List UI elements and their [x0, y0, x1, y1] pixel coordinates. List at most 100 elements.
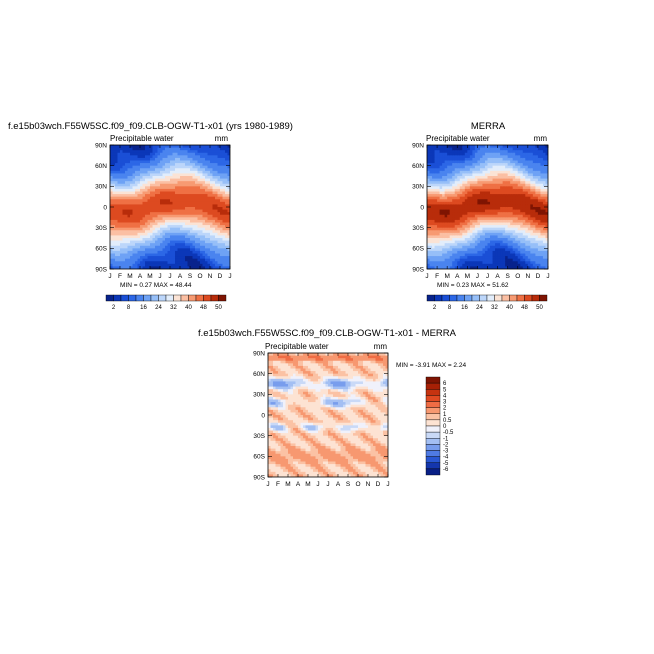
heatmap-cell	[152, 230, 156, 234]
heatmap-cell	[215, 191, 219, 195]
heatmap-cell	[275, 464, 279, 468]
heatmap-cell	[452, 258, 456, 262]
heatmap-cell	[530, 204, 534, 208]
heatmap-cell	[454, 227, 458, 231]
heatmap-cell	[192, 147, 196, 151]
heatmap-cell	[464, 196, 468, 200]
heatmap-cell	[487, 201, 491, 206]
heatmap-cell	[507, 217, 511, 221]
heatmap-cell	[192, 181, 196, 185]
heatmap-cell	[273, 471, 277, 476]
x-tick-label: F	[435, 273, 439, 280]
heatmap-cell	[525, 248, 529, 252]
heatmap-cell	[152, 152, 156, 156]
heatmap-cell	[439, 258, 443, 262]
heatmap-cell	[517, 238, 521, 242]
heatmap-cell	[142, 209, 146, 213]
heatmap-cell	[532, 150, 536, 154]
heatmap-cell	[115, 261, 119, 265]
heatmap-cell	[147, 232, 151, 237]
heatmap-cell	[117, 173, 121, 177]
heatmap-cell	[497, 232, 501, 237]
heatmap-cell	[515, 219, 519, 224]
heatmap-cell	[439, 256, 443, 260]
heatmap-cell	[152, 245, 156, 249]
heatmap-cell	[117, 256, 121, 260]
heatmap-cell	[182, 238, 186, 242]
heatmap-cell	[180, 204, 184, 208]
heatmap-cell	[439, 191, 443, 195]
heatmap-cell	[115, 214, 119, 218]
heatmap-cell	[457, 152, 461, 156]
heatmap-cell	[275, 355, 279, 359]
heatmap-cell	[490, 150, 494, 154]
heatmap-cell	[520, 235, 524, 239]
heatmap-cell	[469, 230, 473, 234]
heatmap-cell	[140, 230, 144, 234]
heatmap-cell	[507, 157, 511, 162]
heatmap-cell	[495, 253, 499, 257]
heatmap-cell	[454, 230, 458, 234]
heatmap-cell	[197, 194, 201, 198]
heatmap-cell	[170, 150, 174, 154]
heatmap-cell	[212, 176, 216, 180]
heatmap-cell	[202, 212, 206, 216]
heatmap-cell	[495, 157, 499, 162]
heatmap-cell	[512, 176, 516, 180]
heatmap-cell	[130, 155, 134, 159]
heatmap-cell	[150, 232, 154, 237]
heatmap-cell	[117, 199, 121, 203]
heatmap-cell	[457, 212, 461, 216]
heatmap-cell	[135, 225, 139, 229]
heatmap-cell	[482, 191, 486, 195]
heatmap-cell	[507, 219, 511, 224]
heatmap-cell	[474, 165, 479, 169]
heatmap-cell	[535, 170, 539, 175]
heatmap-cell	[200, 212, 204, 216]
heatmap-cell	[447, 240, 451, 244]
heatmap-cell	[432, 217, 436, 221]
heatmap-cell	[520, 258, 524, 262]
heatmap-cell	[495, 163, 499, 167]
heatmap-cell	[537, 256, 542, 260]
heatmap-cell	[190, 163, 194, 167]
heatmap-cell	[507, 238, 511, 242]
heatmap-cell	[545, 196, 548, 200]
heatmap-cell	[527, 227, 531, 231]
heatmap-cell	[115, 145, 119, 149]
heatmap-cell	[200, 194, 204, 198]
heatmap-cell	[220, 261, 224, 265]
heatmap-cell	[512, 183, 516, 187]
heatmap-cell	[512, 227, 516, 231]
heatmap-cell	[170, 178, 174, 182]
heatmap-cell	[182, 199, 186, 203]
heatmap-cell	[130, 204, 134, 208]
heatmap-cell	[477, 181, 481, 185]
heatmap-cell	[205, 183, 209, 187]
heatmap-cell	[217, 170, 221, 175]
heatmap-cell	[444, 256, 448, 260]
heatmap-cell	[444, 261, 448, 265]
heatmap-cell	[542, 248, 547, 252]
panel-model-title: f.e15b03wch.F55W5SC.f09_f09.CLB-OGW-T1-x…	[8, 121, 293, 132]
heatmap-cell	[515, 168, 519, 172]
heatmap-cell	[110, 240, 114, 244]
heatmap-cell	[434, 157, 438, 162]
heatmap-cell	[172, 212, 176, 216]
heatmap-cell	[177, 250, 181, 255]
heatmap-cell	[492, 209, 496, 213]
heatmap-cell	[447, 238, 451, 242]
heatmap-cell	[467, 238, 471, 242]
heatmap-cell	[165, 170, 169, 175]
heatmap-cell	[122, 214, 126, 218]
heatmap-cell	[490, 256, 494, 260]
heatmap-cell	[220, 250, 224, 255]
heatmap-cell	[459, 214, 463, 218]
heatmap-cell	[542, 235, 547, 239]
heatmap-cell	[454, 183, 458, 187]
heatmap-cell	[190, 145, 194, 149]
heatmap-cell	[490, 230, 494, 234]
heatmap-cell	[200, 183, 204, 187]
heatmap-cell	[145, 163, 149, 167]
heatmap-cell	[444, 152, 448, 156]
